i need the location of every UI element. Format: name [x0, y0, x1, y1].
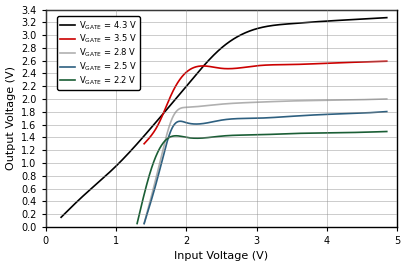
- X-axis label: Input Voltage (V): Input Voltage (V): [174, 252, 268, 261]
- Legend: V$_{\mathrm{GATE}}$ = 4.3 V, V$_{\mathrm{GATE}}$ = 3.5 V, V$_{\mathrm{GATE}}$ = : V$_{\mathrm{GATE}}$ = 4.3 V, V$_{\mathrm…: [57, 16, 139, 90]
- Y-axis label: Output Voltage (V): Output Voltage (V): [6, 66, 15, 170]
